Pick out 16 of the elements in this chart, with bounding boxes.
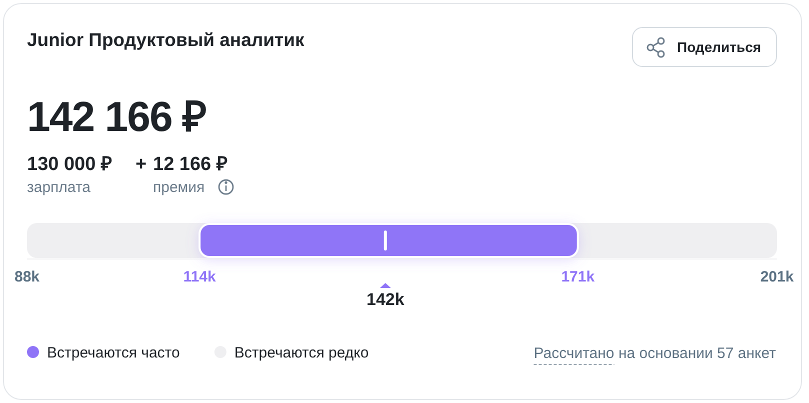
ref-line-label: 142k — [366, 290, 405, 309]
legend-label: Встречаются часто — [47, 344, 180, 362]
x-tick-label: 171k — [561, 268, 596, 286]
chart-title: Junior Продуктовый аналитик — [27, 29, 305, 50]
text: зарплата — [27, 179, 92, 196]
text: премия — [153, 179, 205, 196]
text: 142 166 ₽ — [27, 93, 206, 140]
text: Рассчитано на основании 57 анкет — [534, 345, 776, 362]
text: + — [135, 154, 147, 175]
legend-label: Встречаются редко — [234, 344, 369, 362]
x-tick-label: 114k — [183, 268, 216, 286]
text: Поделиться — [677, 39, 762, 55]
x-tick-label: 201k — [760, 268, 794, 286]
text: 130 000 ₽ — [27, 154, 112, 175]
text: 12 166 ₽ — [153, 154, 228, 175]
x-tick-label: 88k — [14, 268, 40, 286]
